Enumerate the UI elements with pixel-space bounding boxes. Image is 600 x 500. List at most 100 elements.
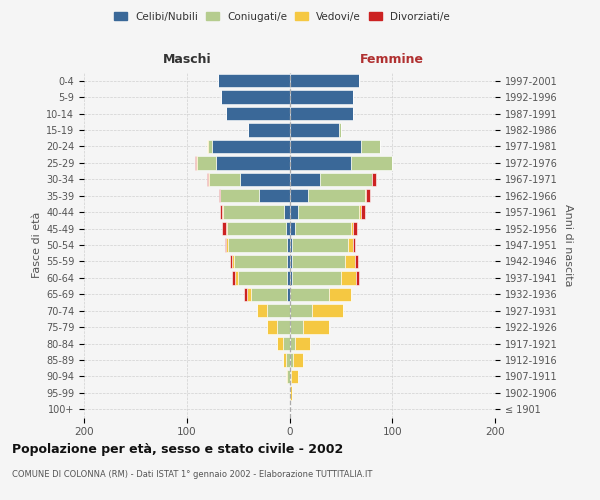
Bar [286, 222, 290, 235]
Bar [223, 206, 284, 219]
Y-axis label: Fasce di età: Fasce di età [32, 212, 42, 278]
Bar [329, 288, 351, 301]
Bar [232, 254, 234, 268]
Bar [290, 124, 339, 136]
Bar [290, 172, 320, 186]
Bar [220, 206, 221, 219]
Bar [290, 337, 295, 350]
Text: Femmine: Femmine [360, 53, 424, 66]
Bar [234, 254, 287, 268]
Bar [195, 156, 196, 170]
Bar [267, 320, 277, 334]
Bar [290, 206, 298, 219]
Bar [290, 370, 298, 383]
Bar [277, 337, 283, 350]
Bar [226, 238, 228, 252]
Bar [286, 354, 290, 366]
Bar [235, 271, 238, 284]
Bar [290, 354, 293, 366]
Bar [225, 238, 226, 252]
Bar [295, 337, 310, 350]
Bar [247, 288, 251, 301]
Bar [372, 172, 376, 186]
Bar [257, 304, 267, 318]
Bar [361, 206, 365, 219]
Bar [221, 206, 223, 219]
Bar [221, 90, 290, 104]
Bar [312, 304, 343, 318]
Bar [348, 238, 353, 252]
Bar [238, 271, 287, 284]
Bar [230, 254, 232, 268]
Bar [232, 271, 235, 284]
Bar [287, 238, 290, 252]
Bar [345, 254, 355, 268]
Bar [303, 320, 329, 334]
Bar [248, 124, 290, 136]
Bar [226, 222, 227, 235]
Bar [290, 304, 312, 318]
Bar [267, 304, 290, 318]
Bar [228, 238, 287, 252]
Bar [290, 140, 361, 153]
Bar [355, 254, 358, 268]
Text: Popolazione per età, sesso e stato civile - 2002: Popolazione per età, sesso e stato civil… [12, 442, 343, 456]
Bar [341, 271, 356, 284]
Bar [290, 222, 295, 235]
Bar [339, 124, 341, 136]
Bar [290, 189, 308, 202]
Y-axis label: Anni di nascita: Anni di nascita [563, 204, 573, 286]
Text: COMUNE DI COLONNA (RM) - Dati ISTAT 1° gennaio 2002 - Elaborazione TUTTITALIA.IT: COMUNE DI COLONNA (RM) - Dati ISTAT 1° g… [12, 470, 373, 479]
Bar [292, 271, 341, 284]
Bar [290, 254, 292, 268]
Bar [212, 140, 290, 153]
Bar [290, 107, 353, 120]
Bar [283, 354, 286, 366]
Bar [287, 271, 290, 284]
Bar [240, 172, 290, 186]
Bar [353, 238, 355, 252]
Bar [277, 320, 290, 334]
Bar [208, 172, 209, 186]
Bar [292, 238, 348, 252]
Bar [218, 74, 290, 88]
Bar [353, 222, 358, 235]
Bar [284, 206, 290, 219]
Bar [209, 172, 240, 186]
Bar [351, 222, 353, 235]
Text: Maschi: Maschi [163, 53, 211, 66]
Bar [290, 386, 292, 400]
Bar [361, 140, 380, 153]
Bar [197, 156, 215, 170]
Bar [227, 222, 286, 235]
Bar [292, 254, 345, 268]
Bar [320, 172, 372, 186]
Bar [290, 238, 292, 252]
Bar [295, 222, 351, 235]
Bar [287, 288, 290, 301]
Bar [196, 156, 197, 170]
Bar [356, 271, 359, 284]
Bar [287, 254, 290, 268]
Bar [215, 156, 290, 170]
Bar [290, 288, 329, 301]
Bar [208, 140, 212, 153]
Bar [259, 189, 290, 202]
Legend: Celibi/Nubili, Coniugati/e, Vedovi/e, Divorziati/e: Celibi/Nubili, Coniugati/e, Vedovi/e, Di… [110, 8, 454, 26]
Bar [290, 271, 292, 284]
Bar [286, 370, 287, 383]
Bar [287, 370, 290, 383]
Bar [226, 107, 290, 120]
Bar [308, 189, 365, 202]
Bar [290, 320, 303, 334]
Bar [290, 74, 359, 88]
Bar [293, 354, 303, 366]
Bar [290, 90, 353, 104]
Bar [351, 156, 392, 170]
Bar [365, 189, 370, 202]
Bar [251, 288, 287, 301]
Bar [283, 337, 290, 350]
Bar [220, 189, 259, 202]
Bar [298, 206, 359, 219]
Bar [218, 189, 220, 202]
